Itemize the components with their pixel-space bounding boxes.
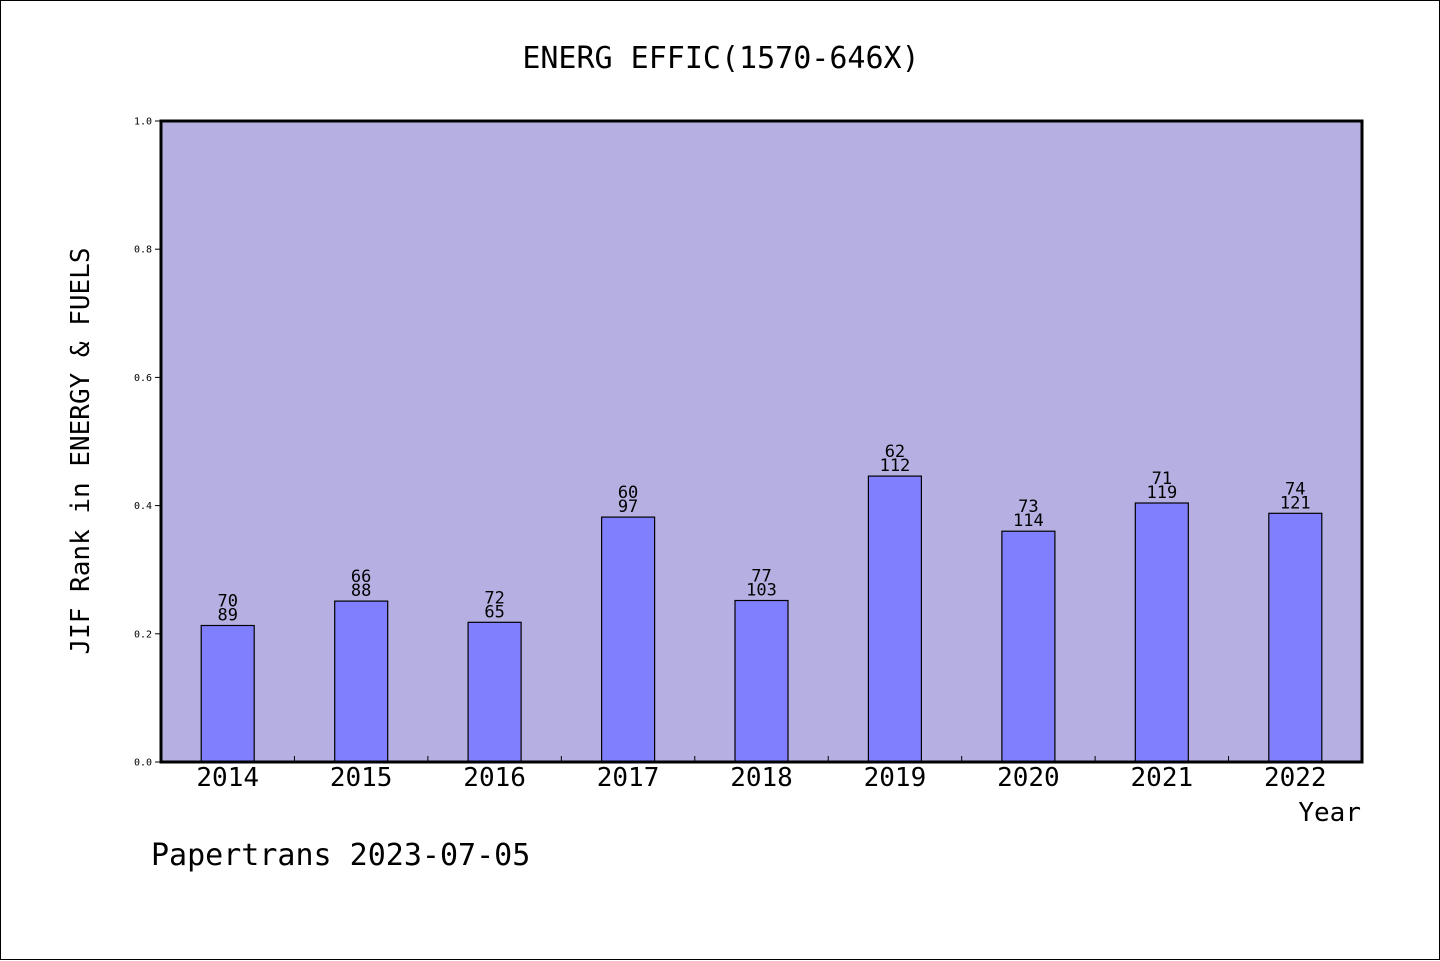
- data-label-top-2016: 72: [484, 588, 504, 608]
- data-label-bottom-2014: 89: [217, 606, 237, 626]
- data-label-top-2022: 74: [1285, 479, 1305, 499]
- data-label-top-2020: 73: [1018, 497, 1038, 517]
- bar-2018: [734, 599, 789, 763]
- x-tick-label-2019: 2019: [864, 763, 927, 793]
- bar-2022: [1268, 512, 1323, 763]
- x-tick-label-2014: 2014: [196, 763, 259, 793]
- data-label-bottom-2015: 88: [351, 581, 371, 601]
- data-label-bottom-2019: 112: [880, 456, 911, 476]
- data-label-top-2014: 70: [217, 592, 237, 612]
- data-label-top-2017: 60: [618, 483, 638, 503]
- bar-2017: [600, 516, 656, 763]
- x-tick-label-2020: 2020: [997, 763, 1060, 793]
- x-tick-label-2018: 2018: [730, 763, 793, 793]
- y-tick-label-0.0: 0.0: [134, 758, 152, 769]
- bars-layer: [200, 475, 1323, 763]
- y-tick-label-0.6: 0.6: [134, 373, 152, 384]
- x-tick-label-2017: 2017: [597, 763, 660, 793]
- bar-2014: [200, 624, 255, 763]
- y-axis: 0.0 0.2 0.4 0.6 0.8 1.0: [134, 117, 161, 769]
- x-axis-label: Year: [1298, 798, 1361, 828]
- y-tick-label-1.0: 1.0: [134, 117, 152, 128]
- footer-note: Papertrans 2023-07-05: [151, 838, 530, 873]
- x-tick-label-2016: 2016: [463, 763, 526, 793]
- data-label-bottom-2016: 65: [484, 602, 504, 622]
- data-label-bottom-2020: 114: [1013, 511, 1044, 531]
- data-label-bottom-2021: 119: [1146, 483, 1177, 503]
- data-label-top-2021: 71: [1152, 469, 1172, 489]
- bar-2016: [467, 621, 522, 763]
- y-tick-label-0.4: 0.4: [134, 501, 152, 512]
- y-axis-label: JIF Rank in ENERGY & FUELS: [66, 248, 96, 655]
- data-label-bottom-2022: 121: [1280, 493, 1311, 513]
- x-tick-label-2015: 2015: [330, 763, 393, 793]
- data-label-bottom-2017: 97: [618, 497, 638, 517]
- data-label-top-2018: 77: [751, 567, 771, 587]
- data-label-top-2015: 66: [351, 567, 371, 587]
- data-label-top-2019: 62: [885, 442, 905, 462]
- data-label-bottom-2018: 103: [746, 581, 777, 601]
- x-axis: 2014 2015 2016 2017 2018 2019 2020 2021 2022: [196, 756, 1327, 793]
- y-tick-label-0.2: 0.2: [134, 629, 152, 640]
- bar-2015: [334, 600, 389, 763]
- plot-frame: [159, 119, 1364, 764]
- x-tick-label-2021: 2021: [1131, 763, 1194, 793]
- bar-2019: [867, 475, 923, 763]
- x-tick-label-2022: 2022: [1264, 763, 1327, 793]
- chart-title: ENERG EFFIC(1570-646X): [522, 41, 919, 76]
- y-tick-label-0.8: 0.8: [134, 245, 152, 256]
- bar-2020: [1001, 530, 1056, 763]
- bar-2021: [1134, 502, 1189, 763]
